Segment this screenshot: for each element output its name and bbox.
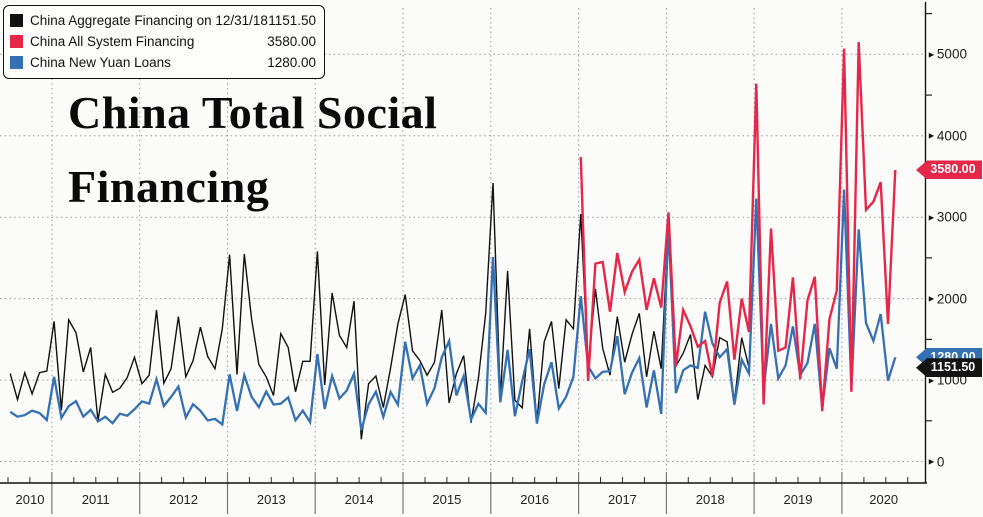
series-line (579, 42, 897, 412)
legend-series-value: 3580.00 (267, 34, 316, 49)
axis-value-badge: 1151.50 (916, 358, 982, 378)
tick-value: 4000 (936, 128, 967, 144)
tick-arrow-icon: ► (927, 212, 936, 223)
series-line (9, 189, 897, 431)
axis-value-badge: 3580.00 (916, 160, 982, 180)
y-axis-tick-label: ► 2000 (927, 291, 967, 306)
y-axis-tick-label: ► 5000 (927, 47, 967, 62)
x-axis-year-label: 2017 (607, 492, 637, 507)
x-axis-year-label: 2014 (344, 492, 374, 507)
y-axis-tick-label: ► 4000 (927, 128, 967, 143)
legend-row[interactable]: China All System Financing 3580.00 (10, 31, 316, 52)
x-axis-year-label: 2018 (695, 492, 725, 507)
legend-series-name: China All System Financing (30, 34, 195, 49)
y-axis-tick-label: ► 3000 (927, 210, 967, 225)
x-axis-year-label: 2016 (520, 492, 550, 507)
legend-series-name: China New Yuan Loans (30, 55, 171, 70)
legend-row[interactable]: China New Yuan Loans 1280.00 (10, 52, 316, 73)
y-axis-tick-label: ► 0 (927, 454, 944, 469)
tick-value: 2000 (936, 291, 967, 307)
tick-arrow-icon: ► (927, 293, 936, 304)
x-axis-year-label: 2013 (256, 492, 286, 507)
legend-box: China Aggregate Financing on 12/31/18 115… (3, 5, 325, 79)
x-axis-year-label: 2011 (81, 492, 110, 507)
legend-series-value: 1280.00 (267, 55, 316, 70)
legend-series-name: China Aggregate Financing on 12/31/18 (30, 13, 268, 28)
tick-arrow-icon: ► (927, 49, 936, 60)
tick-value: 3000 (936, 209, 967, 225)
tick-value: 0 (936, 454, 945, 469)
tick-arrow-icon: ► (927, 375, 936, 386)
series-line (9, 182, 750, 440)
legend-swatch-icon (10, 35, 23, 48)
x-axis-year-label: 2015 (432, 492, 462, 507)
tick-arrow-icon: ► (927, 130, 936, 141)
legend-swatch-icon (10, 56, 23, 69)
tick-arrow-icon: ► (927, 456, 936, 467)
x-axis-year-label: 2010 (15, 492, 45, 507)
tick-value: 5000 (936, 46, 967, 62)
x-axis-year-label: 2019 (783, 492, 813, 507)
legend-row[interactable]: China Aggregate Financing on 12/31/18 115… (10, 10, 316, 31)
legend-series-value: 1151.50 (268, 13, 316, 28)
x-axis-year-label: 2012 (169, 492, 199, 507)
x-axis-year-label: 2020 (869, 492, 899, 507)
legend-swatch-icon (10, 14, 23, 27)
